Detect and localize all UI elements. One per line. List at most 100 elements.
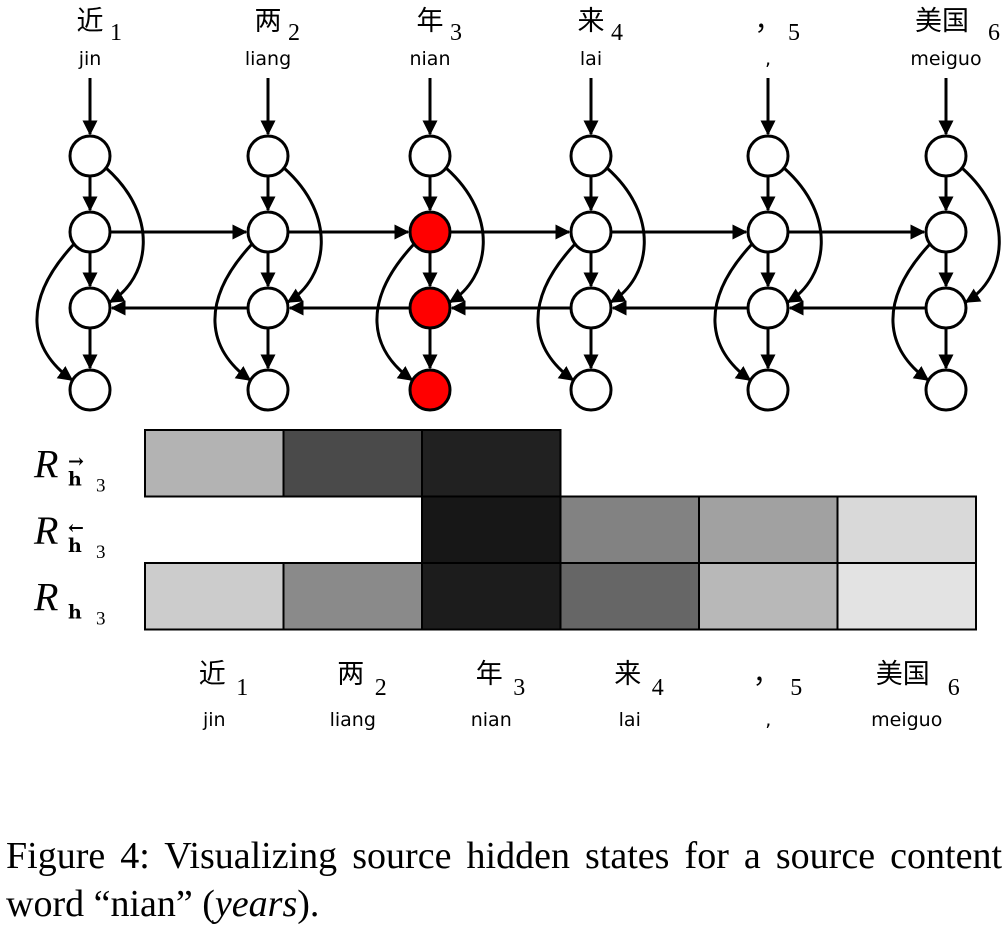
token-pinyin-bottom: liang xyxy=(330,709,376,731)
network-nodes xyxy=(68,134,968,412)
token-char-top: 美国 xyxy=(915,6,969,37)
heatmap-cell xyxy=(282,429,423,498)
forward-node xyxy=(569,210,613,254)
heatmap-cell xyxy=(698,495,839,564)
token-char-top: ， xyxy=(755,6,782,37)
token-pinyin-top: lai xyxy=(580,48,602,70)
token-char-bottom: 美国 xyxy=(876,659,930,690)
row-label-h: h xyxy=(68,601,82,623)
output-node xyxy=(68,368,112,412)
heatmap-cell xyxy=(698,562,839,631)
token-char-bottom: 近 xyxy=(199,659,226,690)
figure-caption: Figure 4: Visualizing source hidden stat… xyxy=(6,832,1002,928)
token-char-top: 来 xyxy=(578,6,605,37)
forward-node xyxy=(924,210,968,254)
heatmap-cell xyxy=(836,495,977,564)
token-char-bottom: 两 xyxy=(337,659,364,690)
token-index-top: 3 xyxy=(450,20,462,46)
token-index-top: 2 xyxy=(288,20,300,46)
token-index-top: 1 xyxy=(110,20,122,46)
token-pinyin-top: liang xyxy=(245,48,291,70)
output-node xyxy=(569,368,613,412)
heatmap xyxy=(144,429,977,631)
token-pinyin-bottom: lai xyxy=(619,709,641,731)
heatmap-cell xyxy=(421,429,562,498)
token-index-bottom: 3 xyxy=(513,675,525,701)
skip-input-to-backward xyxy=(445,166,485,304)
network-edges xyxy=(35,78,1001,382)
token-index-top: 5 xyxy=(788,20,800,46)
token-index-top: 6 xyxy=(988,20,1000,46)
token-pinyin-bottom: nian xyxy=(471,709,512,731)
skip-input-to-backward xyxy=(283,166,323,304)
token-pinyin-bottom: meiguo xyxy=(871,709,942,731)
token-pinyin-top: nian xyxy=(409,48,450,70)
skip-forward-to-output xyxy=(213,242,254,382)
backward-node-highlighted xyxy=(408,286,452,330)
input-node xyxy=(408,134,452,178)
skip-forward-to-output xyxy=(375,242,416,382)
token-char-top: 近 xyxy=(77,6,104,37)
token-char-bottom: ， xyxy=(753,659,780,690)
input-node xyxy=(924,134,968,178)
heatmap-cell xyxy=(559,495,700,564)
skip-forward-to-output xyxy=(35,242,76,382)
input-node xyxy=(746,134,790,178)
token-pinyin-top: , xyxy=(765,48,771,70)
input-node xyxy=(68,134,112,178)
token-pinyin-bottom: , xyxy=(765,709,771,731)
backward-node xyxy=(246,286,290,330)
token-index-top: 4 xyxy=(611,20,623,46)
skip-input-to-backward xyxy=(105,166,145,304)
forward-node xyxy=(246,210,290,254)
row-label-h: h xyxy=(68,535,82,557)
row-label-symbol: R xyxy=(33,441,58,486)
token-index-bottom: 4 xyxy=(652,675,664,701)
row-label-number: 3 xyxy=(96,542,106,563)
token-pinyin-top: jin xyxy=(78,48,102,70)
output-node xyxy=(246,368,290,412)
forward-node xyxy=(746,210,790,254)
row-label-symbol: R xyxy=(33,574,58,619)
backward-node xyxy=(746,286,790,330)
row-label-symbol: R xyxy=(33,508,58,553)
token-char-top: 两 xyxy=(255,6,282,37)
forward-node xyxy=(68,210,112,254)
row-label-h: h xyxy=(68,468,82,490)
skip-input-to-backward xyxy=(606,166,646,304)
heatmap-cell xyxy=(144,562,285,631)
output-node-highlighted xyxy=(408,368,452,412)
heatmap-cell xyxy=(282,562,423,631)
token-char-bottom: 年 xyxy=(476,659,503,690)
skip-forward-to-output xyxy=(713,242,754,382)
row-label-arrow: ← xyxy=(68,517,84,539)
skip-forward-to-output xyxy=(536,242,577,382)
skip-forward-to-output xyxy=(891,242,932,382)
token-index-bottom: 6 xyxy=(948,675,960,701)
token-char-bottom: 来 xyxy=(614,659,641,690)
input-node xyxy=(569,134,613,178)
heatmap-cell xyxy=(144,429,285,498)
heatmap-cell xyxy=(421,495,562,564)
output-node xyxy=(746,368,790,412)
input-node xyxy=(246,134,290,178)
token-char-top: 年 xyxy=(417,6,444,37)
token-index-bottom: 5 xyxy=(790,675,802,701)
heatmap-cell xyxy=(836,562,977,631)
forward-node-highlighted xyxy=(408,210,452,254)
token-index-bottom: 1 xyxy=(236,675,248,701)
row-label-number: 3 xyxy=(96,475,106,496)
token-pinyin-bottom: jin xyxy=(202,709,226,731)
caption-italic: years xyxy=(214,883,298,925)
output-node xyxy=(924,368,968,412)
token-index-bottom: 2 xyxy=(375,675,387,701)
caption-prefix: Figure 4: Visualizing source hidden stat… xyxy=(6,835,1002,925)
backward-node xyxy=(924,286,968,330)
row-label-number: 3 xyxy=(96,608,106,629)
token-pinyin-top: meiguo xyxy=(910,48,981,70)
heatmap-cell xyxy=(421,562,562,631)
